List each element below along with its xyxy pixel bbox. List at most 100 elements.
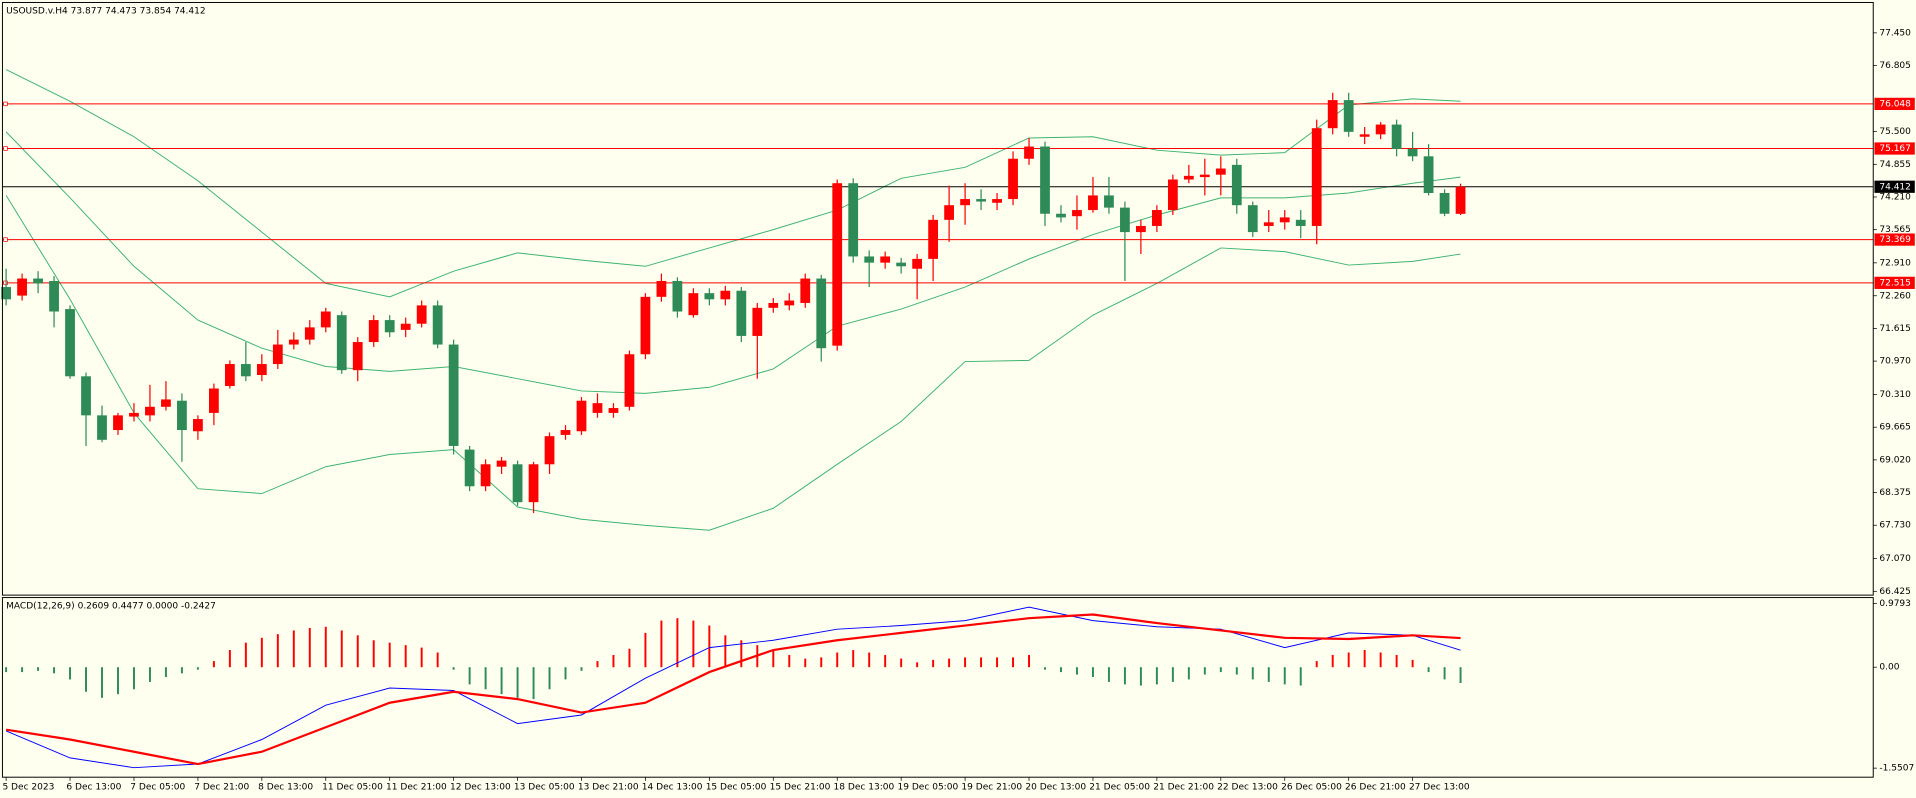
x-tick-label: 7 Dec 21:00 [194,782,249,792]
candle-body [960,199,970,206]
candle-body [272,344,283,365]
macd-title: MACD(12,26,9) 0.2609 0.4477 0.0000 -0.24… [6,602,216,612]
histogram-bar [1347,652,1350,668]
histogram-bar [436,652,439,668]
candle-body [368,320,379,343]
histogram-bar [101,667,103,698]
candle-body [752,307,763,336]
candle-body [352,342,363,371]
x-tick-label: 13 Dec 21:00 [578,782,639,792]
candle-body [288,339,299,345]
y-tick-label: 68.375 [1879,488,1911,498]
histogram-bar [388,642,391,668]
y-tick-label: 75.500 [1879,127,1911,137]
candle-body [496,460,507,467]
candle-body [161,399,171,407]
histogram-bar [1331,654,1334,668]
candle-body [464,449,475,487]
candle-body [1008,158,1018,200]
candle-body [113,415,123,431]
histogram-bar [196,667,199,670]
histogram-bar [1155,667,1158,685]
candle-body [512,464,523,503]
histogram-bar [820,657,823,668]
histogram-bar [884,654,887,668]
candle-body [736,290,747,336]
macd-line [5,613,1461,766]
x-tick-label: 8 Dec 13:00 [258,782,313,792]
candle-body [912,258,923,269]
candle-body [224,364,235,387]
histogram-bar [852,650,855,668]
macd-frame [1,597,1874,778]
histogram-bar [5,667,8,673]
candle-body [976,199,986,202]
histogram-bar [1235,667,1238,675]
candle-body [17,278,27,296]
candle-body [1072,210,1082,217]
candle-body [97,415,107,440]
band-line [5,131,1461,394]
histogram-bar [53,667,56,674]
y-tick-label: 0.00 [1879,663,1899,673]
histogram-bar [324,626,327,668]
candle-body [1407,148,1418,157]
band-line [5,195,1461,531]
candle-body [256,364,267,376]
histogram-bar [1267,667,1270,682]
histogram-bar [292,630,295,668]
y-tick-label: 72.910 [1879,258,1911,268]
candle-body [640,296,651,355]
candle-body [1199,174,1210,178]
candle-body [416,305,427,324]
histogram-bar [85,667,88,692]
candle-body [672,280,683,312]
level-label: 72.515 [1879,278,1911,288]
level-label: 76.048 [1879,99,1911,109]
candle-body [560,430,571,435]
x-tick-label: 15 Dec 21:00 [770,782,831,792]
x-tick-label: 11 Dec 21:00 [386,782,447,792]
candle-body [1120,207,1130,233]
histogram-bar [692,620,695,668]
histogram-bar [468,667,471,685]
histogram-bar [900,658,903,668]
y-tick-label: 71.615 [1879,324,1911,334]
candle-body [65,309,75,377]
candle-body [896,262,907,267]
candle-body [624,354,635,407]
band-line [5,69,1461,298]
candle-body [544,436,555,465]
candle-body [1295,219,1306,226]
candle-body [816,278,827,349]
histogram-bar [948,658,951,668]
histogram-bar [212,661,215,668]
x-tick-label: 19 Dec 21:00 [961,782,1022,792]
histogram-bar [1139,667,1142,686]
x-tick-label: 21 Dec 05:00 [1089,782,1150,792]
histogram-bar [37,667,40,671]
candle-body [848,183,859,257]
y-tick-label: 77.450 [1879,28,1911,38]
histogram-bar [724,635,727,668]
level-tag [1874,97,1915,110]
candle-body [800,278,811,303]
level-tag [1874,142,1915,155]
y-tick-label: 76.805 [1879,61,1911,71]
level-marker [3,101,8,107]
histogram-bar [804,658,807,668]
histogram-bar [244,642,247,668]
candle-body [448,344,459,446]
histogram-bar [1123,667,1126,685]
candle-body [1327,100,1338,129]
candle-body [1088,195,1098,211]
candle-body [1231,164,1242,206]
candle-body [1247,205,1258,233]
x-tick-label: 15 Dec 05:00 [706,782,767,792]
x-tick-label: 6 Dec 13:00 [66,782,121,792]
candle-body [1183,175,1194,180]
x-tick-label: 27 Dec 13:00 [1409,782,1470,792]
histogram-bar [372,640,375,668]
histogram-bar [420,647,423,668]
